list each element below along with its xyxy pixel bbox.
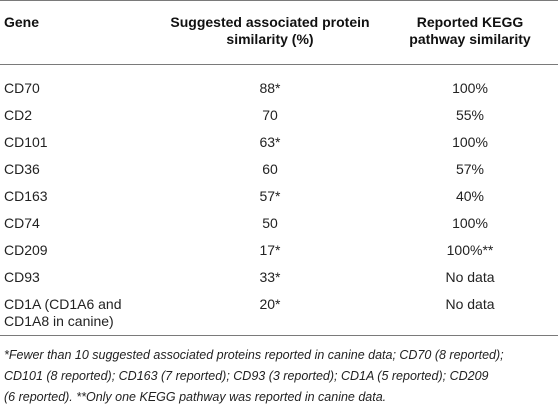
header-protein-line2: similarity (%) (226, 31, 314, 47)
cell-protein-similarity: 33* (259, 269, 281, 285)
cell-kegg-similarity: 100% (452, 134, 488, 150)
footnote-line2: CD101 (8 reported); CD163 (7 reported); … (4, 369, 489, 383)
header-protein-similarity: Suggested associated protein similarity … (160, 14, 380, 48)
cell-gene: CD74 (4, 215, 40, 231)
cell-gene: CD163 (4, 188, 48, 204)
cell-protein-similarity: 17* (259, 242, 281, 258)
table-bottom-rule (0, 335, 558, 336)
cell-gene: CD70 (4, 80, 40, 96)
cell-protein-similarity: 57* (259, 188, 281, 204)
cell-kegg-similarity: 100%** (446, 242, 494, 258)
header-kegg-line1: Reported KEGG (416, 14, 524, 30)
table-top-rule (0, 0, 558, 1)
header-kegg-similarity: Reported KEGG pathway similarity (384, 14, 556, 48)
table-footnote: *Fewer than 10 suggested associated prot… (4, 345, 556, 408)
cell-gene: CD93 (4, 269, 40, 285)
cell-gene: CD1A (CD1A6 and CD1A8 in canine) (4, 296, 174, 330)
cell-kegg-similarity: No data (445, 269, 495, 285)
cell-kegg-similarity: 100% (452, 215, 488, 231)
cell-protein-similarity: 60 (262, 161, 278, 177)
cell-protein-similarity: 50 (262, 215, 278, 231)
cell-protein-similarity: 88* (259, 80, 281, 96)
cell-protein-similarity: 70 (262, 107, 278, 123)
cell-gene: CD36 (4, 161, 40, 177)
footnote-line1: *Fewer than 10 suggested associated prot… (4, 348, 504, 362)
cell-kegg-similarity: 40% (455, 188, 485, 204)
cell-protein-similarity: 63* (259, 134, 281, 150)
cell-gene: CD209 (4, 242, 48, 258)
cell-kegg-similarity: 55% (455, 107, 485, 123)
cell-kegg-similarity: No data (445, 296, 495, 312)
header-kegg-line2: pathway similarity (409, 31, 531, 47)
footnote-line3: (6 reported). **Only one KEGG pathway wa… (4, 390, 387, 404)
header-bottom-rule (0, 64, 558, 65)
cell-gene-line2: CD1A8 in canine) (4, 313, 114, 329)
cell-gene: CD2 (4, 107, 33, 123)
header-protein-line1: Suggested associated protein (170, 14, 370, 30)
cell-gene-line1: CD1A (CD1A6 and (4, 296, 122, 312)
cell-gene: CD101 (4, 134, 48, 150)
cell-kegg-similarity: 57% (455, 161, 485, 177)
cell-kegg-similarity: 100% (452, 80, 488, 96)
header-gene: Gene (4, 14, 40, 30)
cell-protein-similarity: 20* (259, 296, 281, 312)
